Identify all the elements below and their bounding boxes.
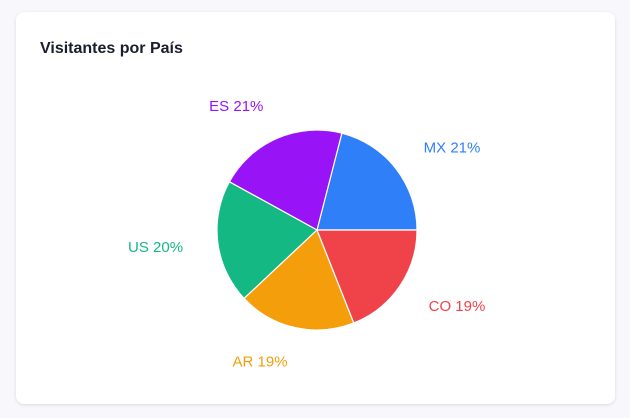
pie-slice-es [228, 129, 343, 231]
pie-label-us: US 20% [128, 239, 183, 256]
chart-title: Visitantes por País [40, 40, 183, 57]
pie-slice-us [216, 181, 319, 300]
pie-slice-mx [316, 132, 418, 231]
pie-label-co: CO 19% [429, 298, 486, 315]
pie-slice-co [316, 229, 418, 324]
pie-label-es: ES 21% [209, 98, 263, 115]
pie-label-ar: AR 19% [233, 354, 288, 371]
pie-label-mx: MX 21% [424, 139, 481, 156]
